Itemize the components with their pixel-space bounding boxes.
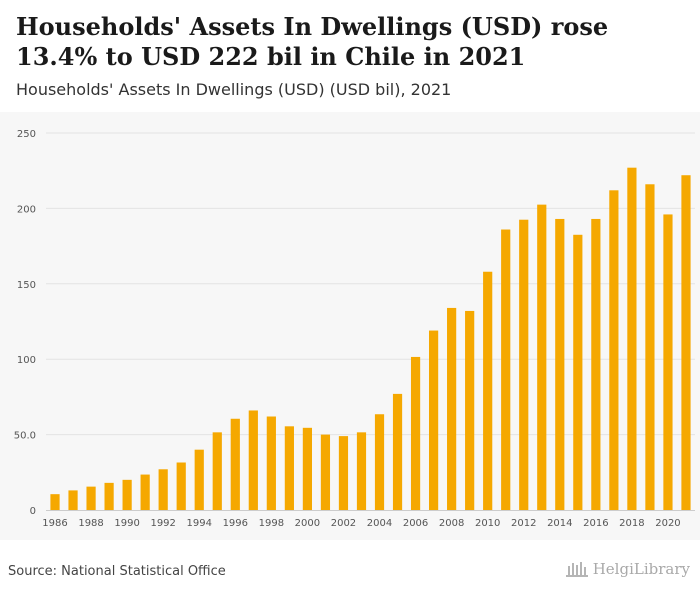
bar-2004 [374,414,385,510]
x-tick-label: 1990 [114,518,139,529]
x-axis-ticks: 1986 1988 1990 1992 1994 1996 1998 2000 2002 2004… [42,518,680,529]
y-tick-label: 200 [17,204,36,215]
bar-2003 [356,432,367,510]
x-tick-label: 1992 [150,518,175,529]
x-tick-label: 1994 [187,518,212,529]
source-note: Source: National Statistical Office [8,564,226,579]
x-tick-label: 2016 [583,518,608,529]
bar-1993 [176,462,186,510]
bar-1992 [158,469,168,510]
bar-2000 [302,427,313,510]
bar-2015 [573,234,583,510]
x-tick-label: 2018 [619,518,644,529]
x-tick-label: 2012 [511,518,536,529]
y-tick-label: 100 [17,355,36,366]
helgilibrary-logo: HelgiLibrary [565,560,690,578]
plot-background [0,112,700,540]
chart-title: Households' Assets In Dwellings (USD) ro… [16,12,609,71]
bar-2006 [410,356,421,510]
chart-subtitle: Households' Assets In Dwellings (USD) (U… [16,80,452,99]
bar-1994 [194,449,204,510]
bar-2009 [465,310,475,510]
x-tick-label: 1996 [223,518,248,529]
bar-1986 [50,494,60,510]
bars [50,167,691,510]
bar-1999 [284,426,294,510]
library-building-icon [565,562,588,577]
x-tick-label: 2000 [295,518,320,529]
bar-2012 [519,219,529,510]
bar-1998 [266,416,276,510]
bar-2007 [428,330,439,510]
bar-1996 [230,418,240,510]
y-tick-label: 250 [17,129,36,140]
x-tick-label: 2006 [403,518,428,529]
bar-1987 [68,490,78,510]
bar-2011 [501,229,511,510]
y-tick-label: 50.0 [14,431,36,442]
bar-2020 [663,214,673,510]
x-tick-label: 2008 [439,518,464,529]
bar-1995 [212,432,222,510]
y-axis-ticks: 0 50.0 100 150 200 250 [14,129,36,517]
x-tick-label: 1986 [42,518,67,529]
bar-2019 [645,184,655,510]
bar-1990 [122,479,132,510]
bar-2016 [591,218,601,510]
bar-2005 [392,393,403,510]
x-tick-label: 2002 [331,518,356,529]
x-tick-label: 2004 [367,518,392,529]
bar-1997 [248,410,258,510]
x-tick-label: 2014 [547,518,572,529]
bar-1988 [86,486,96,510]
y-tick-label: 150 [17,280,36,291]
bar-2021 [681,175,691,510]
x-tick-label: 2020 [655,518,680,529]
x-tick-label: 1988 [78,518,103,529]
bar-2002 [338,436,349,510]
bar-1991 [140,474,150,510]
bar-2008 [447,307,457,510]
bar-2001 [320,434,331,510]
y-tick-label: 0 [30,506,36,517]
bar-1989 [104,482,114,510]
bar-2013 [537,204,547,510]
bar-2014 [555,218,565,510]
x-tick-label: 1998 [259,518,284,529]
gridlines [46,132,695,436]
logo-text: HelgiLibrary [592,560,690,578]
x-tick-label: 2010 [475,518,500,529]
bar-2010 [483,271,493,510]
bar-2018 [627,167,637,510]
bar-2017 [609,190,619,510]
